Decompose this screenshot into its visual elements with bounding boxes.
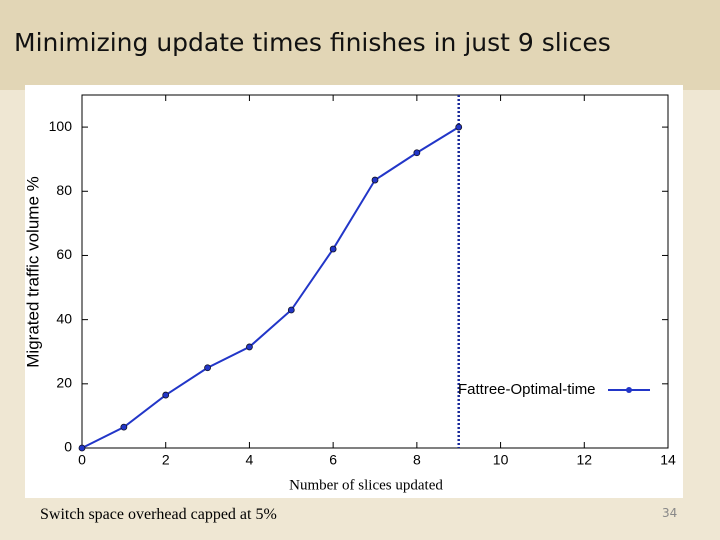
x-axis-label: Number of slices updated bbox=[289, 477, 443, 493]
slide-title: Minimizing update times finishes in just… bbox=[14, 28, 611, 57]
data-point bbox=[287, 306, 295, 314]
y-tick-label: 0 bbox=[64, 439, 72, 455]
x-tick-label: 14 bbox=[660, 452, 676, 468]
data-point bbox=[162, 391, 170, 399]
data-point bbox=[371, 176, 379, 184]
y-tick-label: 40 bbox=[56, 310, 72, 326]
footer: Switch space overhead capped at 5% bbox=[40, 506, 277, 523]
x-tick-label: 12 bbox=[576, 452, 592, 468]
legend-marker bbox=[626, 387, 632, 393]
data-point bbox=[204, 364, 211, 372]
series-line bbox=[81, 126, 460, 449]
x-tick-label: 0 bbox=[78, 452, 86, 468]
plot-frame bbox=[81, 94, 669, 449]
data-point bbox=[455, 123, 463, 131]
y-axis-label: Migrated traffic volume % bbox=[23, 176, 42, 367]
y-tick-label: 100 bbox=[49, 118, 73, 134]
x-tick-label: 6 bbox=[329, 452, 337, 468]
page-number: 34 bbox=[662, 506, 678, 520]
x-tick-label: 10 bbox=[493, 452, 509, 468]
data-point bbox=[329, 245, 337, 253]
y-tick-label: 80 bbox=[56, 182, 72, 198]
x-tick-label: 2 bbox=[162, 452, 170, 468]
legend-label: Fattree-Optimal-time bbox=[458, 381, 596, 398]
x-tick-label: 4 bbox=[246, 452, 254, 468]
data-point bbox=[78, 444, 86, 452]
data-point bbox=[120, 423, 128, 431]
data-point bbox=[246, 343, 253, 351]
data-point bbox=[413, 149, 421, 157]
y-tick-label: 20 bbox=[56, 375, 72, 391]
x-tick-label: 8 bbox=[413, 452, 421, 468]
title-bar bbox=[0, 0, 720, 90]
chart-background bbox=[25, 85, 683, 498]
y-tick-label: 60 bbox=[56, 246, 72, 262]
